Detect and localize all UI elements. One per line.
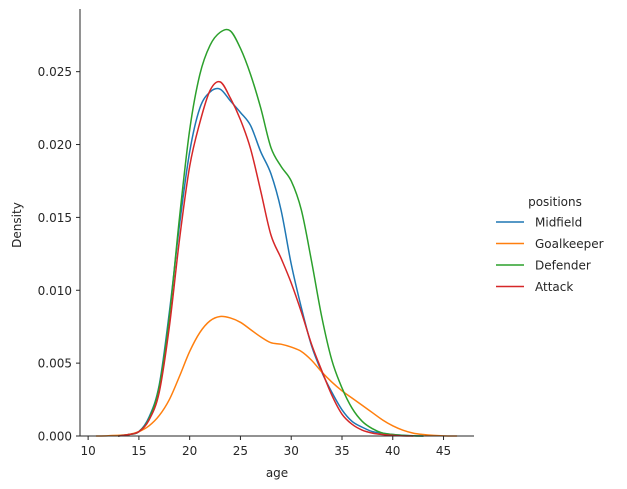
- series-line-attack: [117, 80, 414, 437]
- y-tick-label: 0.010: [38, 284, 72, 298]
- legend-item-midfield: Midfield: [496, 216, 582, 230]
- y-tick-label: 0.025: [38, 65, 72, 79]
- legend-label: Attack: [535, 280, 573, 294]
- series-line-midfield: [117, 87, 424, 437]
- legend-item-defender: Defender: [496, 259, 591, 273]
- legend: positions Midfield Goalkeeper Defender Atta…: [496, 195, 604, 294]
- legend-title: positions: [528, 195, 582, 209]
- legend-item-attack: Attack: [496, 280, 573, 294]
- x-tick-label: 35: [334, 444, 349, 458]
- y-ticks: 0.000 0.005 0.010 0.015 0.020 0.025: [38, 65, 80, 444]
- y-tick-label: 0.015: [38, 211, 72, 225]
- plot-lines: [95, 28, 458, 437]
- legend-label: Goalkeeper: [535, 237, 604, 251]
- y-axis-label: Density: [10, 202, 24, 248]
- y-tick-label: 0.005: [38, 357, 72, 371]
- legend-label: Midfield: [535, 216, 582, 230]
- x-ticks: 10 15 20 25 30 35 40 45: [80, 436, 451, 458]
- x-tick-label: 40: [385, 444, 400, 458]
- x-axis-label: age: [266, 466, 288, 480]
- x-tick-label: 25: [233, 444, 248, 458]
- y-tick-label: 0.020: [38, 138, 72, 152]
- axes: [79, 9, 474, 437]
- legend-label: Defender: [535, 259, 591, 273]
- x-tick-label: 15: [131, 444, 146, 458]
- series-line-defender: [117, 28, 424, 437]
- x-tick-label: 20: [182, 444, 197, 458]
- x-tick-label: 10: [80, 444, 95, 458]
- y-tick-label: 0.000: [38, 430, 72, 444]
- legend-item-goalkeeper: Goalkeeper: [496, 237, 604, 251]
- x-tick-label: 45: [436, 444, 451, 458]
- legend-items: Midfield Goalkeeper Defender Attack: [496, 216, 604, 294]
- x-tick-label: 30: [284, 444, 299, 458]
- series-line-goalkeeper: [95, 315, 458, 437]
